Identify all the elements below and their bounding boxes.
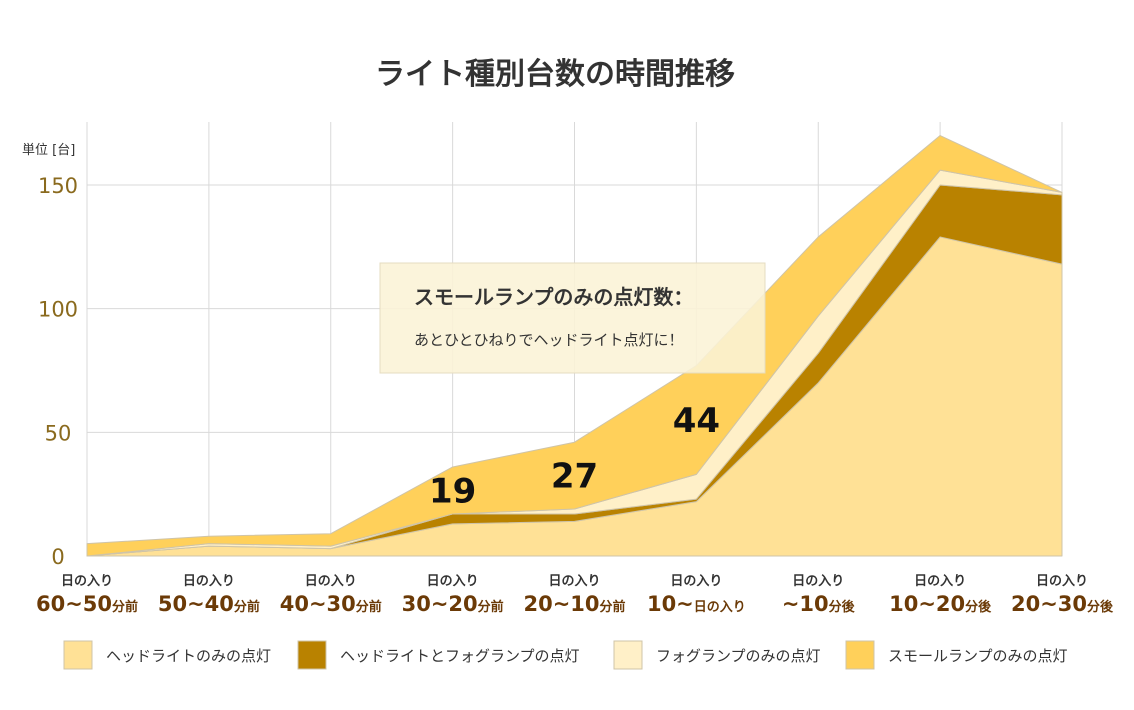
x-tick-label-line2: 50~40分前	[158, 592, 260, 616]
data-labels: 19 27 44	[429, 401, 720, 511]
x-tick-label-main: 40~30	[280, 592, 356, 616]
annotation-title: スモールランプのみの点灯数：	[414, 285, 693, 309]
x-tick-label-suffix: 分前	[478, 599, 504, 615]
legend-swatch	[613, 640, 643, 670]
legend-label: フォグランプのみの点灯	[656, 647, 821, 665]
x-tick-label-line1: 日の入り	[183, 574, 235, 589]
annotation-text: あとひとひねりでヘッドライト点灯に！	[414, 331, 684, 349]
x-tick-label-suffix: 分前	[112, 599, 138, 615]
x-tick-label-line1: 日の入り	[61, 574, 113, 589]
x-tick-label-line1: 日の入り	[1036, 574, 1088, 589]
legend-label: スモールランプのみの点灯	[888, 647, 1068, 665]
legend-swatch	[297, 640, 327, 670]
x-tick-label-main: 30~20	[402, 592, 478, 616]
x-tick-label-line1: 日の入り	[792, 574, 844, 589]
x-tick-label-line2: 10~日の入り	[647, 592, 746, 616]
annotation-box: スモールランプのみの点灯数： あとひとひねりでヘッドライト点灯に！	[379, 262, 766, 374]
x-tick-label-main: 20~10	[523, 592, 599, 616]
legend-label: ヘッドライトとフォグランプの点灯	[340, 647, 580, 665]
y-tick-label: 150	[38, 174, 78, 198]
x-tick-label-main: 20~30	[1011, 592, 1087, 616]
data-label: 44	[673, 401, 720, 441]
x-tick-label-line2: 20~10分前	[523, 592, 625, 616]
legend-swatch	[63, 640, 93, 670]
x-tick-label-line2: 60~50分前	[36, 592, 138, 616]
legend-swatch	[845, 640, 875, 670]
x-tick-label-main: 10~	[647, 592, 694, 616]
y-tick-label: 100	[38, 298, 78, 322]
area-series-4	[86, 135, 1063, 557]
x-tick-label-suffix: 分前	[234, 599, 260, 615]
chart-title: ライト種別台数の時間推移	[375, 57, 735, 92]
x-tick-label-suffix: 分前	[356, 599, 382, 615]
x-tick-label-line2: 30~20分前	[402, 592, 504, 616]
x-tick-label-line1: 日の入り	[305, 574, 357, 589]
area-series	[86, 135, 1063, 557]
x-tick-label-line1: 日の入り	[914, 574, 966, 589]
y-unit-label: 単位 [台]	[22, 142, 75, 158]
x-tick-label-line1: 日の入り	[670, 574, 722, 589]
x-axis-ticks: 日の入り60~50分前日の入り50~40分前日の入り40~30分前日の入り30~…	[36, 574, 1114, 616]
x-tick-label-line2: 40~30分前	[280, 592, 382, 616]
y-tick-label: 50	[45, 421, 72, 445]
x-tick-label-main: 10~20	[889, 592, 965, 616]
x-tick-label-main: ~10	[782, 592, 829, 616]
x-tick-label-suffix: 日の入り	[694, 600, 746, 615]
y-tick-label: 0	[51, 545, 64, 569]
x-tick-label-suffix: 分前	[600, 599, 626, 615]
x-tick-label-suffix: 分後	[829, 599, 856, 615]
legend: ヘッドライトのみの点灯 ヘッドライトとフォグランプの点灯 フォグランプのみの点灯 スモ…	[63, 640, 1068, 670]
x-tick-label-suffix: 分後	[965, 599, 992, 615]
x-tick-label-line2: 20~30分後	[1011, 592, 1114, 616]
x-tick-label-line1: 日の入り	[427, 574, 479, 589]
data-label: 27	[551, 457, 598, 497]
y-axis-ticks: 0 50 100 150	[38, 174, 78, 569]
x-tick-label-line2: 10~20分後	[889, 592, 992, 616]
x-tick-label-main: 60~50	[36, 592, 112, 616]
annotation-background	[379, 262, 766, 374]
data-label: 19	[429, 471, 476, 511]
x-tick-label-main: 50~40	[158, 592, 234, 616]
legend-label: ヘッドライトのみの点灯	[106, 647, 271, 665]
x-tick-label-suffix: 分後	[1087, 599, 1114, 615]
x-tick-label-line1: 日の入り	[548, 574, 600, 589]
x-tick-label-line2: ~10分後	[782, 592, 856, 616]
